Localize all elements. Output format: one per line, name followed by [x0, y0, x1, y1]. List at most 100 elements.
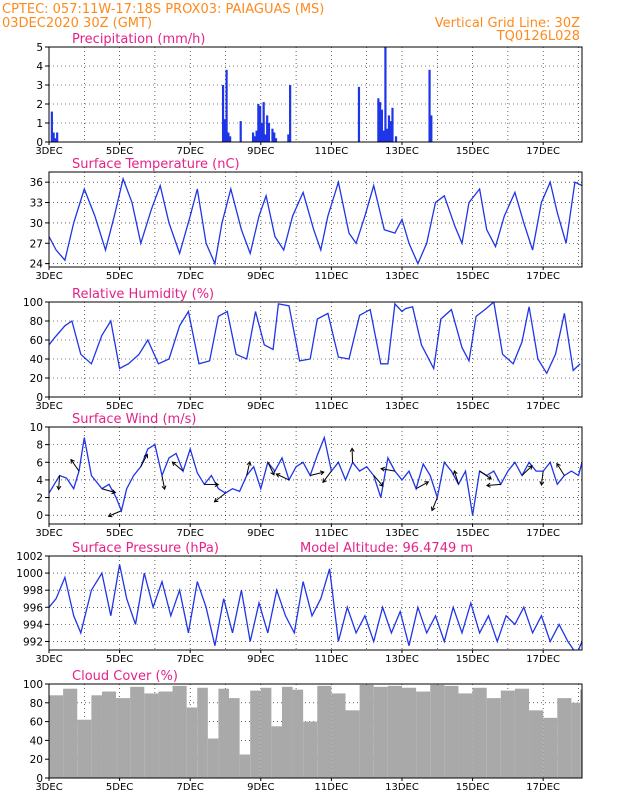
precip-bar: [430, 115, 433, 142]
cloud-bar: [292, 689, 304, 778]
precip-bar: [52, 132, 55, 142]
panel-frame: [48, 46, 583, 143]
y-tick-label: 4: [36, 475, 43, 487]
precip-bar: [253, 136, 256, 142]
panel-1: 0 1 2 3 4 5 3DEC 5DEC 7DEC 9DEC 11DEC 13DEC 15DEC 17D…: [35, 32, 583, 157]
wind-arrow: [415, 481, 429, 490]
precip-bar: [251, 132, 255, 142]
y-tick-label: 80: [30, 316, 43, 328]
header-grid-line: Vertical Grid Line: 30Z: [435, 16, 580, 31]
cloud-bar: [317, 685, 332, 778]
y-tick-label: 992: [23, 636, 43, 648]
wind-arrow-head: [556, 462, 561, 468]
cloud-bar: [250, 690, 261, 778]
panel-frame: [48, 555, 583, 651]
precip-bar: [384, 47, 387, 142]
precip-bar: [394, 136, 398, 142]
cloud-bar: [514, 688, 530, 778]
y-tick-label: 60: [30, 335, 43, 347]
x-tick-label: 7DEC: [177, 782, 204, 793]
precip-bar: [239, 121, 242, 142]
wind-arrow: [161, 475, 166, 490]
series-line: [49, 302, 581, 375]
wind-arrow: [486, 483, 501, 487]
panel-title: Surface Pressure (hPa): [72, 541, 219, 556]
series-group: [49, 684, 582, 778]
x-tick-label: 11DEC: [315, 146, 349, 157]
wind-arrow-head: [378, 482, 384, 487]
panel-title: Precipitation (mm/h): [72, 32, 205, 47]
panel-frame: [48, 683, 583, 779]
series-line: [49, 564, 582, 650]
cloud-bar: [260, 687, 272, 778]
x-tick-label: 7DEC: [177, 528, 204, 539]
cloud-bar: [472, 687, 487, 778]
x-tick-label: 13DEC: [385, 654, 419, 665]
y-tick-label: 40: [30, 354, 43, 366]
precip-bar: [289, 85, 292, 142]
wind-arrow: [108, 510, 122, 517]
series-group: [49, 302, 581, 375]
precip-bar: [387, 115, 391, 142]
x-tick-label: 11DEC: [315, 528, 349, 539]
wind-arrow: [172, 461, 184, 472]
precip-bar: [273, 132, 276, 142]
cloud-bar: [373, 686, 388, 778]
x-tick-label: 3DEC: [35, 271, 62, 282]
cloud-bar: [303, 721, 318, 778]
cloud-bar: [416, 691, 431, 778]
x-tick-label: 3DEC: [35, 146, 62, 157]
panel-3: 0 20 40 60 80 100 3DEC 5DEC 7DEC 9DEC 11DEC 13DEC 15…: [23, 287, 583, 412]
cloud-bar: [486, 698, 501, 778]
cloud-bar: [271, 726, 282, 778]
wind-arrow-head: [111, 489, 117, 495]
wind-arrow: [276, 473, 290, 481]
wind-arrow: [381, 468, 396, 472]
wind-arrow-head: [214, 481, 220, 488]
precip-bar: [56, 132, 59, 142]
y-tick-label: 1: [36, 118, 43, 130]
precip-bar: [382, 130, 385, 142]
precip-bar: [54, 138, 57, 142]
y-tick-label: 60: [30, 717, 43, 729]
cloud-bar: [458, 693, 473, 778]
wind-arrow: [101, 488, 116, 494]
precip-bar: [274, 138, 278, 142]
wind-arrow: [310, 471, 324, 476]
wind-arrow: [246, 461, 251, 476]
series-group: [49, 435, 582, 518]
x-tick-label: 17DEC: [526, 528, 560, 539]
x-tick-label: 17DEC: [526, 271, 560, 282]
cloud-bar: [345, 710, 360, 778]
wind-arrow-head: [70, 458, 75, 464]
y-tick-label: 30: [30, 218, 43, 230]
x-tick-label: 9DEC: [247, 271, 274, 282]
x-tick-label: 17DEC: [526, 654, 560, 665]
wind-arrow-head: [452, 469, 458, 475]
wind-arrow: [322, 470, 332, 483]
y-tick-label: 0: [36, 392, 43, 404]
precip-bar: [223, 119, 226, 142]
x-tick-label: 15DEC: [456, 528, 490, 539]
precip-bar: [50, 111, 53, 142]
panel-4: 0 2 4 6 8 10 3DEC 5DEC 7DEC 9DEC 11DEC 13DEC 15DEC 17…: [30, 412, 583, 539]
precip-bar: [287, 134, 290, 142]
panel-title: Surface Temperature (nC): [72, 157, 240, 172]
x-tick-label: 7DEC: [177, 401, 204, 412]
panel-title: Relative Humidity (%): [72, 287, 214, 302]
x-tick-label: 9DEC: [247, 782, 274, 793]
x-tick-label: 11DEC: [315, 271, 349, 282]
x-tick-label: 5DEC: [106, 401, 133, 412]
y-tick-label: 6: [36, 457, 43, 469]
header-model-code: TQ0126L028: [496, 29, 580, 44]
precip-bar: [227, 132, 230, 142]
y-tick-label: 36: [30, 177, 44, 189]
cloud-bar: [543, 717, 558, 778]
series-line: [49, 176, 582, 266]
cloud-bar: [101, 691, 117, 778]
precip-bar: [255, 130, 258, 142]
wind-arrow: [267, 462, 275, 476]
series-line: [49, 435, 582, 516]
cloud-bar: [229, 698, 240, 778]
wind-arrow-head: [246, 460, 252, 466]
